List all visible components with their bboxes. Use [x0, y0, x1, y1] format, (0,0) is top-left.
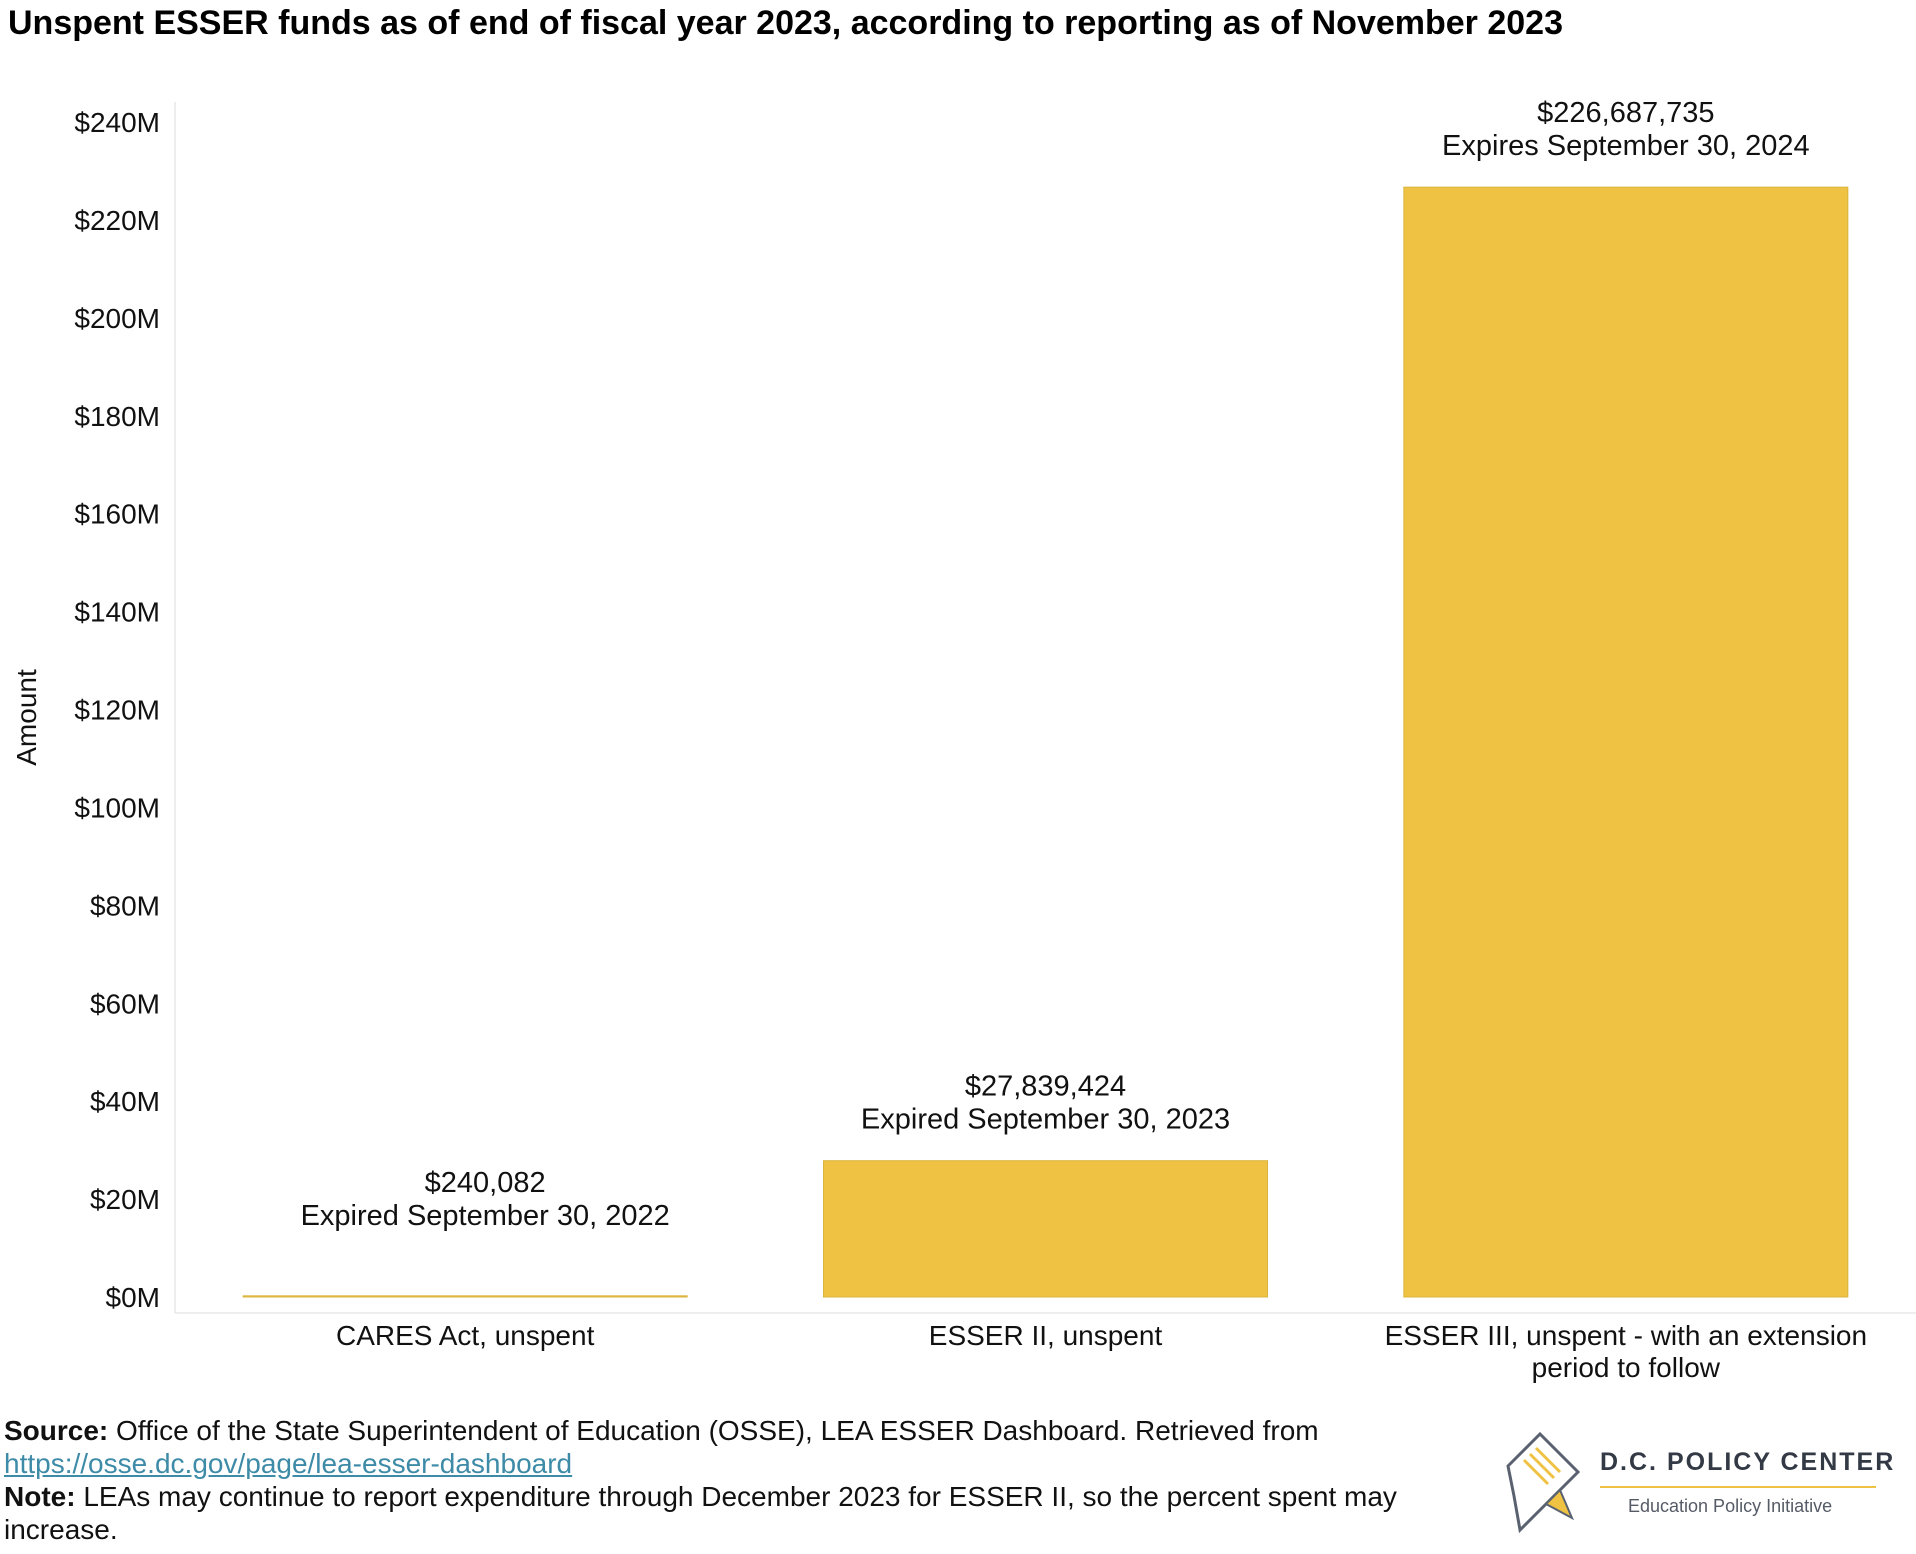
- y-tick-label: $100M: [74, 792, 160, 823]
- bar: [823, 1160, 1268, 1298]
- bar-chart: $0M $20M $40M $60M $80M $100M $120M $140M $160M $…: [11, 97, 1916, 1383]
- y-tick-label: $200M: [74, 303, 160, 334]
- bar-annotation: Expires September 30, 2024: [1442, 130, 1810, 162]
- y-tick-label: $140M: [74, 597, 160, 628]
- note-line: Note: LEAs may continue to report expend…: [4, 1480, 1424, 1546]
- bar: [242, 1295, 688, 1298]
- bar-annotation: Expired September 30, 2023: [861, 1104, 1230, 1136]
- y-tick-label: $240M: [74, 107, 160, 138]
- source-text: Office of the State Superintendent of Ed…: [108, 1415, 1319, 1446]
- logo-divider: [1600, 1486, 1876, 1488]
- source-label: Source:: [4, 1415, 109, 1446]
- note-text: LEAs may continue to report expenditure …: [4, 1481, 1397, 1545]
- y-tick-label: $40M: [90, 1086, 160, 1117]
- y-tick-label: $120M: [74, 695, 160, 726]
- note-label: Note:: [4, 1481, 76, 1512]
- y-tick-label: $220M: [74, 205, 160, 236]
- bar-value-label: $240,082: [425, 1167, 546, 1199]
- logo-subtitle: Education Policy Initiative: [1628, 1496, 1833, 1516]
- dc-map-pencil-icon: [1506, 1431, 1581, 1534]
- chart-bars: [242, 186, 1849, 1298]
- bar-annotation: Expired September 30, 2022: [301, 1200, 670, 1232]
- y-tick-label: $60M: [90, 988, 160, 1019]
- x-tick-label: ESSER II, unspent: [929, 1320, 1163, 1351]
- bar-value-label: $226,687,735: [1537, 97, 1714, 129]
- logo-name: D.C. POLICY CENTER: [1600, 1448, 1896, 1476]
- chart-title: Unspent ESSER funds as of end of fiscal …: [8, 4, 1563, 42]
- y-axis-label: Amount: [11, 669, 42, 766]
- chart-axes: $0M $20M $40M $60M $80M $100M $120M $140M $160M $…: [11, 102, 1916, 1314]
- y-tick-label: $160M: [74, 499, 160, 530]
- bar-value-label: $27,839,424: [965, 1071, 1126, 1103]
- bar: [1403, 186, 1849, 1298]
- y-tick-label: $180M: [74, 401, 160, 432]
- chart-footer: Source: Office of the State Superintende…: [4, 1414, 1424, 1546]
- y-tick-label: $0M: [106, 1282, 160, 1313]
- y-tick-label: $80M: [90, 890, 160, 921]
- chart-labels: Expired September 30, 2022$240,082 CARES …: [301, 97, 1868, 1383]
- source-link[interactable]: https://osse.dc.gov/page/lea-esser-dashb…: [4, 1448, 573, 1479]
- x-tick-label: CARES Act, unspent: [336, 1320, 595, 1351]
- x-tick-label: ESSER III, unspent - with an extension: [1385, 1320, 1867, 1351]
- source-line: Source: Office of the State Superintende…: [4, 1414, 1424, 1480]
- y-tick-label: $20M: [90, 1184, 160, 1215]
- x-tick-label: period to follow: [1532, 1352, 1721, 1383]
- dc-policy-center-logo: D.C. POLICY CENTER Education Policy Init…: [1490, 1426, 1893, 1536]
